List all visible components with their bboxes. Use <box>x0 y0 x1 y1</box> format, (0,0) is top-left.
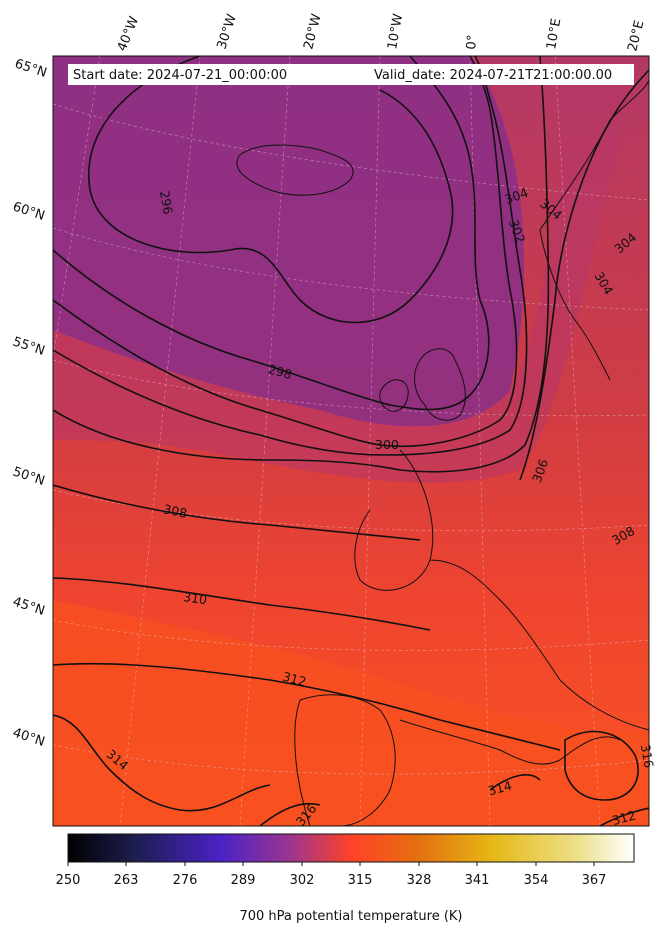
europe-coast <box>354 449 649 731</box>
lon-label: 10°E <box>544 17 564 50</box>
start-date-label: Start date: 2024-07-21_00:00:00 <box>73 68 287 83</box>
contour-314 <box>53 714 271 812</box>
colorbar-tick-label: 276 <box>173 873 198 888</box>
contour-label: 296 <box>157 189 176 215</box>
contour-316 <box>259 802 321 826</box>
colorbar-tick-label: 302 <box>290 873 315 888</box>
contour-label: 298 <box>267 361 294 382</box>
contour-306 <box>519 69 649 481</box>
valid-date-label: Valid_date: 2024-07-21T21:00:00.00 <box>374 68 612 83</box>
lon-label: 0° <box>464 34 480 50</box>
britain-coast <box>414 348 466 421</box>
colorbar-tick-label: 250 <box>56 873 81 888</box>
colorbar-tick-label: 354 <box>524 873 549 888</box>
colorbar <box>67 833 635 863</box>
contour-308 <box>53 484 421 541</box>
lat-label: 55°N <box>11 335 47 359</box>
contour-298 <box>53 56 490 411</box>
iberia-coast <box>294 694 396 826</box>
lon-label: 20°E <box>625 19 647 53</box>
contour-314-east <box>489 774 541 791</box>
contour-label: 312 <box>281 669 308 690</box>
header-box <box>68 64 634 85</box>
ireland-coast <box>379 379 409 412</box>
contour-296 <box>87 56 454 324</box>
iceland-coast <box>236 144 354 196</box>
colorbar-tick-labels: 250 263 276 289 302 315 328 341 354 367 <box>56 873 607 888</box>
coastlines <box>236 79 649 826</box>
cold-region <box>53 56 525 427</box>
latitude-labels: 65°N 60°N 55°N 50°N 45°N 40°N <box>11 57 49 750</box>
colorbar-tick-label: 289 <box>231 873 256 888</box>
contour-label: 314 <box>486 778 513 799</box>
lon-label: 20°W <box>301 12 324 51</box>
colorbar-tick-label: 263 <box>114 873 139 888</box>
contour-label: 316 <box>638 743 657 769</box>
colorbar-tick-label: 367 <box>582 873 607 888</box>
mediterranean-coast <box>399 719 621 765</box>
colorbar-tick-label: 341 <box>465 873 490 888</box>
contour-310 <box>53 577 431 631</box>
lat-label: 65°N <box>13 57 49 81</box>
colorbar-tick-label: 315 <box>348 873 373 888</box>
contour-closed-east <box>564 730 639 801</box>
lat-label: 60°N <box>11 200 47 224</box>
lat-label: 45°N <box>11 595 47 619</box>
warm-region <box>53 600 649 826</box>
contour-312 <box>53 662 561 751</box>
cool-band <box>53 56 620 483</box>
contour-label: 300 <box>375 437 399 452</box>
longitude-labels: 40°W 30°W 20°W 10°W 0° 10°E 20°E <box>115 12 648 53</box>
map-panel[interactable] <box>0 56 649 826</box>
lat-label: 40°N <box>11 726 47 750</box>
contour-300 <box>53 56 518 448</box>
map-frame <box>52 55 650 827</box>
contour-302 <box>53 56 528 456</box>
contour-304 <box>53 56 550 473</box>
lon-label: 40°W <box>115 14 142 53</box>
colorbar-ticks <box>67 862 595 866</box>
lon-label: 10°W <box>385 13 406 51</box>
contour-label: 308 <box>162 501 189 521</box>
lon-label: 30°W <box>215 12 240 51</box>
colorbar-tick-label: 328 <box>407 873 432 888</box>
graticule <box>53 56 649 826</box>
colorbar-label: 700 hPa potential temperature (K) <box>239 909 462 924</box>
contour-312-east <box>599 807 649 826</box>
contour-lines <box>53 56 649 826</box>
contour-label: 312 <box>610 807 637 828</box>
contour-label: 310 <box>182 589 208 607</box>
lat-label: 50°N <box>11 465 47 489</box>
